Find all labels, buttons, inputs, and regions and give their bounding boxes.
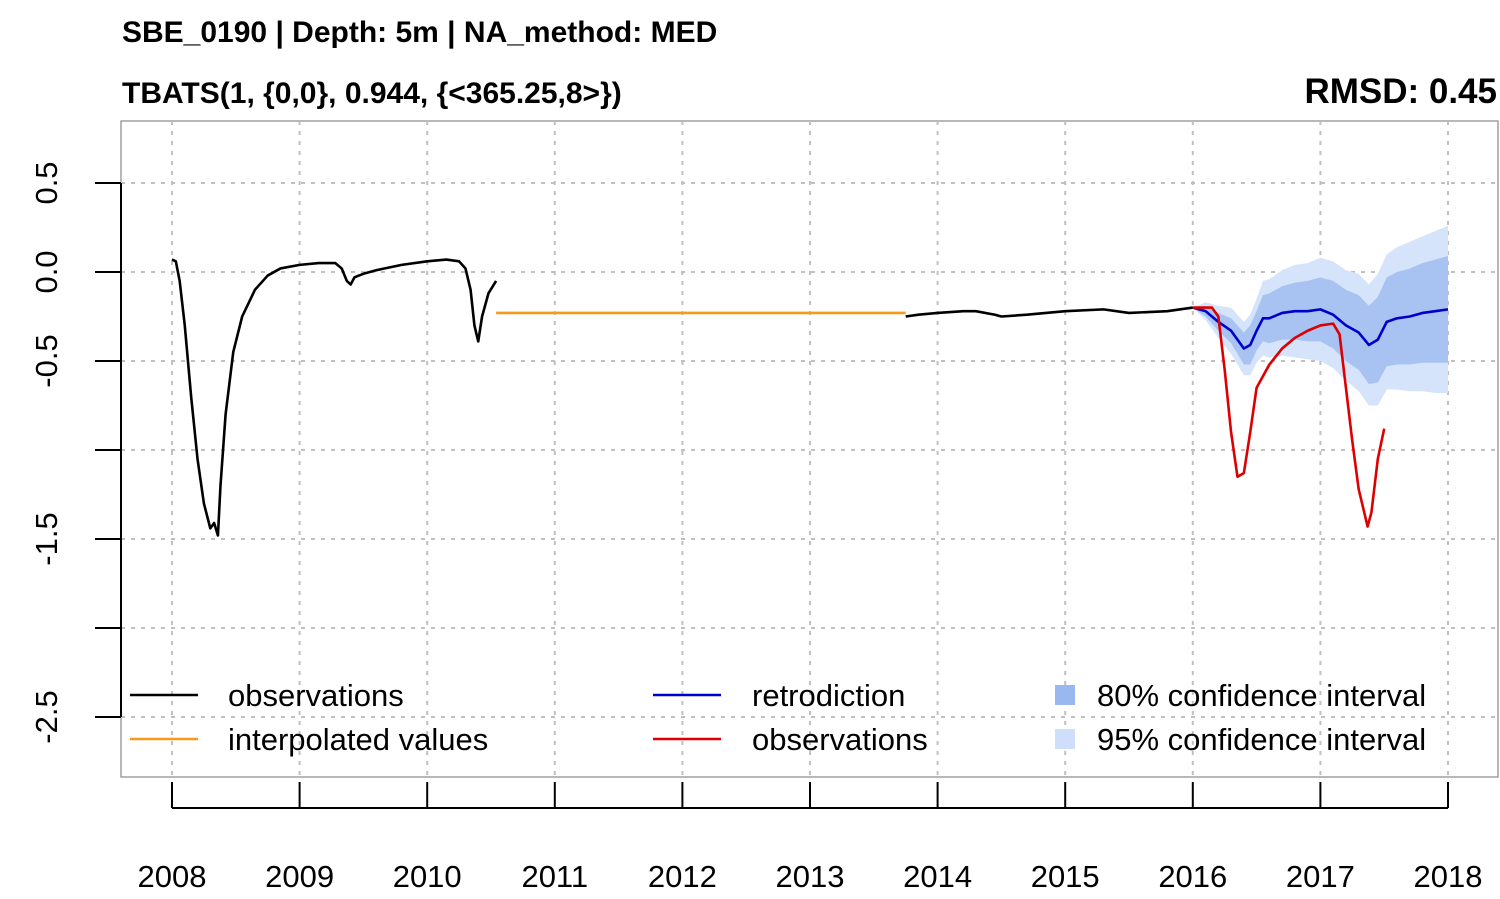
- x-tick-label: 2012: [648, 859, 717, 894]
- legend-label: interpolated values: [228, 722, 488, 757]
- series-line-0: [171, 258, 498, 537]
- chart-subtitle: TBATS(1, {0,0}, 0.944, {<365.25,8>}): [122, 77, 622, 110]
- legend-label: observations: [228, 678, 404, 713]
- legend-label: 80% confidence interval: [1097, 678, 1426, 713]
- chart-title: SBE_0190 | Depth: 5m | NA_method: MED: [122, 16, 717, 49]
- series-line-2: [1192, 306, 1449, 350]
- x-tick-label: 2011: [521, 859, 588, 894]
- x-axis: 2008 2009 2010 2011 2012 2013 2014 2015 2016 2017…: [138, 782, 1483, 894]
- y-tick-label: -0.5: [29, 334, 64, 387]
- x-tick-label: 2015: [1031, 859, 1100, 894]
- rmsd-annotation: RMSD: 0.45: [1304, 72, 1497, 111]
- legend-label: 95% confidence interval: [1097, 722, 1426, 757]
- legend-swatch: [1055, 685, 1075, 705]
- y-tick-label: 0.0: [29, 250, 64, 293]
- y-tick-label: 0.5: [29, 161, 64, 204]
- ci80-band: [1192, 255, 1448, 385]
- legend: observations interpolated values retrodict…: [130, 678, 1426, 757]
- legend-swatch: [1055, 729, 1075, 749]
- x-tick-label: 2009: [265, 859, 334, 894]
- ci80-layer: [1192, 255, 1448, 385]
- y-tick-label: -1.5: [29, 512, 64, 565]
- series-line-0: [905, 306, 1193, 318]
- x-tick-label: 2013: [776, 859, 845, 894]
- x-tick-label: 2010: [393, 859, 462, 894]
- legend-label: observations: [752, 722, 928, 757]
- y-axis: 0.5 0.0 -0.5 -1.5 -2.5: [29, 161, 122, 744]
- x-tick-label: 2018: [1414, 859, 1483, 894]
- x-tick-label: 2014: [903, 859, 972, 894]
- series-line-3: [1192, 306, 1386, 528]
- x-tick-label: 2017: [1286, 859, 1355, 894]
- series-layer: [171, 258, 1449, 537]
- y-tick-label: -2.5: [29, 690, 64, 743]
- legend-label: retrodiction: [752, 678, 905, 713]
- x-tick-label: 2016: [1158, 859, 1227, 894]
- x-tick-label: 2008: [138, 859, 207, 894]
